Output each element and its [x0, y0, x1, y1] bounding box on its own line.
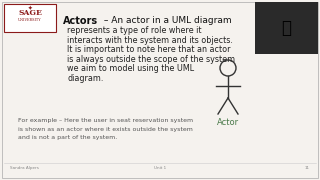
FancyBboxPatch shape — [4, 4, 56, 32]
Text: Actors: Actors — [63, 16, 98, 26]
Text: is shown as an actor where it exists outside the system: is shown as an actor where it exists out… — [18, 127, 193, 132]
Text: and is not a part of the system.: and is not a part of the system. — [18, 135, 117, 140]
Text: is always outside the scope of the system: is always outside the scope of the syste… — [67, 55, 235, 64]
Text: SAGE: SAGE — [18, 9, 42, 17]
Text: ✦: ✦ — [28, 6, 32, 10]
Text: represents a type of role where it: represents a type of role where it — [67, 26, 202, 35]
Text: – An actor in a UML diagram: – An actor in a UML diagram — [101, 16, 232, 25]
Text: interacts with the system and its objects.: interacts with the system and its object… — [67, 35, 233, 44]
Text: It is important to note here that an actor: It is important to note here that an act… — [67, 45, 230, 54]
FancyBboxPatch shape — [2, 2, 318, 178]
Text: Unit 1: Unit 1 — [154, 166, 166, 170]
Text: we aim to model using the UML: we aim to model using the UML — [67, 64, 194, 73]
FancyBboxPatch shape — [255, 2, 318, 54]
Text: For example – Here the user in seat reservation system: For example – Here the user in seat rese… — [18, 118, 193, 123]
Text: diagram.: diagram. — [67, 73, 103, 82]
Text: 11: 11 — [305, 166, 310, 170]
Text: 👤: 👤 — [281, 19, 291, 37]
Text: UNIVERSITY: UNIVERSITY — [18, 18, 42, 22]
Text: Actor: Actor — [217, 118, 239, 127]
Text: Sandra Alpers: Sandra Alpers — [10, 166, 39, 170]
